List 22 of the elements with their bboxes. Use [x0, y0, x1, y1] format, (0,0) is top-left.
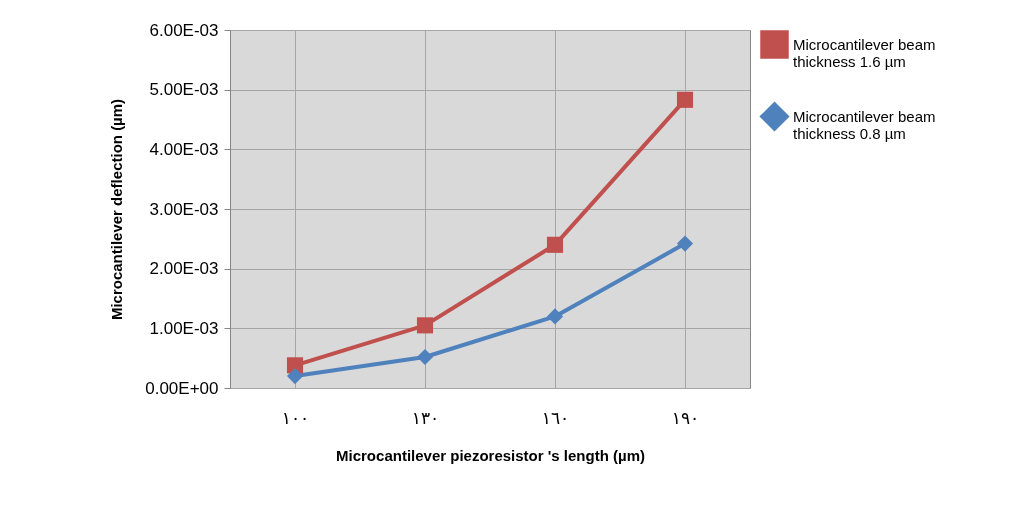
point: [286, 368, 304, 385]
y-tick-label: 0.00E+00: [145, 378, 219, 398]
x-tick-label: ١٠٠: [281, 408, 310, 428]
y-tick-label: 2.00E-03: [149, 259, 219, 279]
point: [546, 236, 564, 253]
legend-label: Microcantilever beam thickness 1.6 µm: [793, 35, 936, 70]
point: [416, 317, 434, 334]
x-tick-label: ١٩٠: [671, 408, 700, 428]
y-tick-label: 5.00E-03: [149, 80, 219, 100]
point: [416, 348, 434, 366]
y-tick-label: 6.00E-03: [149, 20, 219, 40]
y-tick-label: 3.00E-03: [149, 199, 219, 219]
point: [676, 235, 694, 252]
y-tick-label: 4.00E-03: [149, 139, 219, 159]
x-tick-label: ١٦٠: [541, 408, 570, 428]
point: [546, 308, 564, 325]
x-tick-label: ١٣٠: [411, 408, 440, 428]
y-axis-title: Microcantilever deflection (µm): [108, 98, 126, 321]
x-axis-title: Microcantilever piezoresistor 's length (µm): [336, 446, 645, 464]
point: [676, 91, 694, 108]
y-tick-label: 1.00E-03: [149, 318, 219, 338]
legend-label: Microcantilever beam thickness 0.8 µm: [793, 107, 936, 142]
